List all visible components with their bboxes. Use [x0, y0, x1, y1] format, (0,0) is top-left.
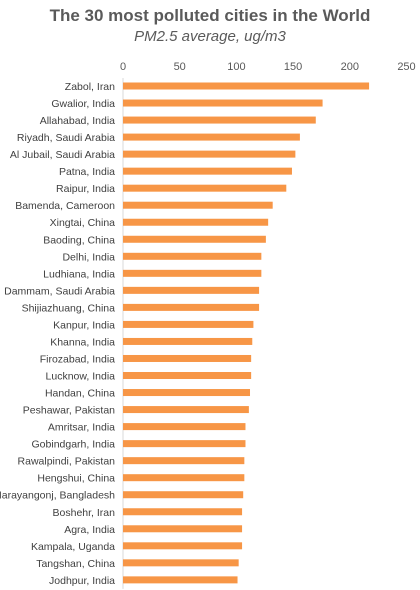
bar	[123, 389, 251, 397]
bar	[123, 491, 244, 499]
x-tick-label: 0	[120, 61, 126, 73]
bar	[123, 525, 243, 533]
bar	[123, 354, 252, 362]
bar	[123, 218, 269, 226]
category-label: Rawalpindi, Pakistan	[18, 456, 116, 468]
bar	[123, 576, 238, 584]
chart-title: The 30 most polluted cities in the World	[49, 6, 371, 25]
x-tick-label: 250	[397, 61, 415, 73]
category-label: Raipur, India	[56, 183, 115, 195]
category-label: Zabol, Iran	[65, 81, 115, 93]
category-label: Bamenda, Cameroon	[15, 200, 115, 212]
bar	[123, 406, 249, 414]
x-tick-label: 150	[284, 61, 302, 73]
chart-subtitle: PM2.5 average, ug/m3	[134, 28, 286, 45]
category-label: Hengshui, China	[37, 473, 115, 485]
bar	[123, 150, 296, 158]
category-label: Boshehr, Iran	[53, 507, 116, 519]
bar	[123, 337, 253, 345]
category-label: Xingtai, China	[50, 217, 116, 229]
category-label: Al Jubail, Saudi Arabia	[10, 149, 115, 161]
category-label: Narayangonj, Bangladesh	[0, 490, 115, 502]
x-tick-label: 100	[227, 61, 245, 73]
bar	[123, 269, 262, 277]
bar	[123, 542, 243, 550]
category-label: Agra, India	[64, 524, 115, 536]
category-label: Peshawar, Pakistan	[23, 405, 115, 417]
bar	[123, 474, 245, 482]
category-label: Firozabad, India	[40, 353, 115, 365]
category-label: Allahabad, India	[40, 115, 115, 127]
x-tick-label: 200	[341, 61, 359, 73]
bar	[123, 559, 239, 567]
bar	[123, 116, 316, 124]
category-label: Delhi, India	[62, 251, 115, 263]
category-label: Jodhpur, India	[49, 575, 115, 587]
category-label: Baoding, China	[43, 234, 115, 246]
bar	[123, 423, 246, 431]
category-label: Ludhiana, India	[43, 268, 115, 280]
category-label: Handan, China	[45, 388, 115, 400]
category-label: Dammam, Saudi Arabia	[4, 285, 115, 297]
bar	[123, 372, 252, 380]
x-tick-label: 50	[174, 61, 186, 73]
bar	[123, 167, 292, 175]
category-label: Kampala, Uganda	[31, 541, 115, 553]
bar	[123, 99, 323, 107]
category-label: Shijiazhuang, China	[22, 302, 116, 314]
category-label: Lucknow, India	[46, 371, 116, 383]
category-label: Amritsar, India	[48, 422, 115, 434]
category-label: Riyadh, Saudi Arabia	[17, 132, 115, 144]
bar	[123, 133, 300, 141]
category-label: Kanpur, India	[53, 319, 115, 331]
bar	[123, 201, 273, 209]
bar	[123, 320, 254, 328]
category-label: Tangshan, China	[36, 558, 115, 570]
bar	[123, 508, 243, 516]
bar	[123, 286, 260, 294]
category-label: Gwalior, India	[51, 98, 115, 110]
category-label: Khanna, India	[50, 336, 115, 348]
bar	[123, 440, 246, 448]
bar	[123, 82, 370, 90]
bar	[123, 252, 262, 260]
category-label: Gobindgarh, India	[32, 439, 116, 451]
category-label: Patna, India	[59, 166, 115, 178]
bar	[123, 184, 287, 192]
bar	[123, 303, 260, 311]
bar	[123, 457, 245, 465]
bar	[123, 235, 266, 243]
